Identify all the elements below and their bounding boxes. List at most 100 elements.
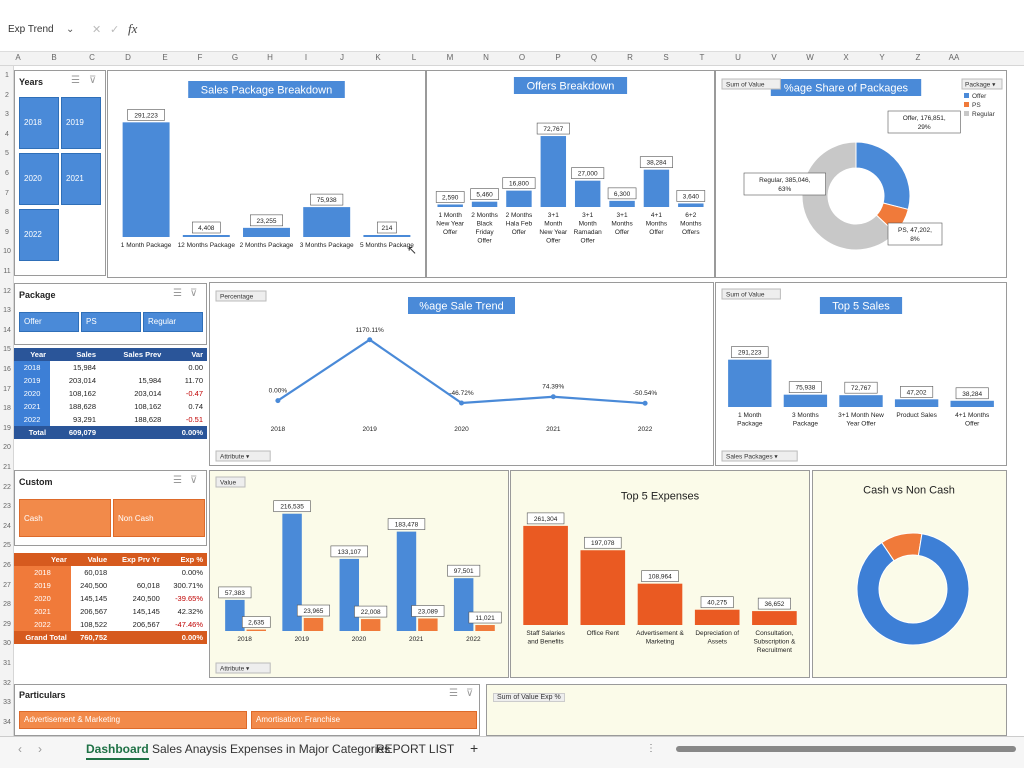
table-cell[interactable]: 108,522 [70,618,112,631]
horizontal-scrollbar[interactable] [676,746,1016,752]
column-header[interactable]: V [771,53,777,62]
table-cell[interactable]: 0.00 [165,361,207,374]
slicer-item-2022[interactable]: 2022 [19,209,59,261]
row-header[interactable]: 29 [3,620,11,628]
total-cell[interactable]: 609,079 [50,426,100,439]
table-cell[interactable] [100,361,166,374]
slicer-item-advertisement[interactable]: Advertisement & Marketing [19,711,247,729]
row-header[interactable]: 32 [3,679,11,687]
row-header[interactable]: 24 [3,522,11,530]
table-cell[interactable]: 60,018 [70,566,112,579]
table-cell[interactable]: 145,145 [70,592,112,605]
table-cell[interactable]: 11.70 [165,374,207,387]
table-cell[interactable]: 206,567 [111,618,164,631]
slicer-item-offer[interactable]: Offer [19,312,79,332]
table-cell[interactable]: -47.46% [163,618,207,631]
table-cell[interactable]: 2020 [14,592,71,605]
column-header[interactable]: Y [879,53,885,62]
table-cell[interactable]: -0.51 [165,413,207,426]
slicer-item-regular[interactable]: Regular [143,312,203,332]
multi-select-icon[interactable]: ☰ [71,75,80,86]
slicer-item-amortisation[interactable]: Amortisation: Franchise [251,711,477,729]
table-cell[interactable]: 2018 [14,566,71,579]
table-cell[interactable]: 2022 [14,618,71,631]
tab-sales-analysis[interactable]: Sales Anaysis [152,742,227,756]
row-header[interactable]: 5 [5,150,9,158]
enter-icon[interactable]: ✓ [110,24,120,36]
row-header[interactable]: 1 [5,72,9,79]
tab-dashboard[interactable]: Dashboard [86,742,149,760]
table-cell[interactable]: 15,984 [100,374,166,387]
column-header[interactable]: O [518,53,526,62]
tab-expenses-major-categories[interactable]: Expenses in Major Categories [230,742,391,756]
row-header[interactable]: 12 [3,287,11,295]
table-cell[interactable] [111,566,164,579]
row-header[interactable]: 9 [5,228,9,236]
row-header[interactable]: 11 [3,268,11,275]
column-header[interactable]: Q [590,53,598,62]
row-header[interactable]: 25 [3,542,11,550]
total-cell[interactable]: Grand Total [14,631,71,644]
name-box[interactable]: Exp Trend [8,24,54,35]
slicer-item-2020[interactable]: 2020 [19,153,59,205]
column-header[interactable]: U [735,53,741,62]
table-cell[interactable]: 2018 [14,361,51,374]
insert-function-icon[interactable]: fx [128,21,138,36]
row-header[interactable]: 14 [3,326,11,334]
row-header[interactable]: 26 [3,562,11,569]
clear-filter-icon[interactable]: ⊽ [190,475,198,486]
table-cell[interactable]: -39.65% [163,592,207,605]
column-header[interactable]: R [627,53,633,62]
total-cell[interactable] [111,631,164,644]
table-cell[interactable]: 0.74 [165,400,207,413]
table-cell[interactable]: 300.71% [163,579,207,592]
table-cell[interactable]: 240,500 [70,579,112,592]
column-header[interactable]: S [663,53,669,62]
row-header[interactable]: 7 [5,189,9,197]
column-header[interactable]: A [15,53,21,62]
tab-report-list[interactable]: REPORT LIST [376,742,455,756]
table-cell[interactable]: 2021 [14,605,71,618]
total-cell[interactable]: 0.00% [163,631,207,644]
column-header[interactable]: AA [948,53,960,62]
total-cell[interactable]: 760,752 [70,631,112,644]
table-cell[interactable]: 206,567 [70,605,112,618]
total-cell[interactable]: Total [14,426,51,439]
table-cell[interactable]: 42.32% [163,605,207,618]
column-header[interactable]: H [267,53,273,62]
row-header[interactable]: 31 [3,660,11,667]
table-cell[interactable]: 2020 [14,387,51,400]
table-cell[interactable]: -0.47 [165,387,207,400]
cancel-icon[interactable]: ✕ [92,24,102,36]
row-header[interactable]: 23 [3,503,11,511]
column-header[interactable]: T [699,53,705,62]
row-header[interactable]: 33 [3,699,11,707]
column-header[interactable]: M [446,53,454,62]
column-header[interactable]: X [843,53,849,62]
row-header[interactable]: 16 [3,366,11,373]
column-header[interactable]: C [89,53,95,62]
multi-select-icon[interactable]: ☰ [173,475,182,486]
row-header[interactable]: 10 [3,248,11,256]
column-header[interactable]: J [340,53,344,62]
column-header[interactable]: P [555,53,561,62]
column-header[interactable]: E [162,53,168,62]
slicer-item-2019[interactable]: 2019 [61,97,101,149]
table-cell[interactable]: 145,145 [111,605,164,618]
table-cell[interactable]: 203,014 [100,387,166,400]
table-cell[interactable]: 240,500 [111,592,164,605]
clear-filter-icon[interactable]: ⊽ [466,688,474,699]
table-cell[interactable]: 60,018 [111,579,164,592]
clear-filter-icon[interactable]: ⊽ [190,288,198,299]
tab-scroll-left-icon[interactable]: ‹ [18,742,22,756]
bottom-chart-field-pill[interactable]: Sum of Value Exp % [493,693,565,702]
row-header[interactable]: 22 [3,483,11,491]
column-header[interactable]: N [483,53,489,62]
table-cell[interactable]: 188,628 [100,413,166,426]
scrollbar-split-icon[interactable]: ⋮ [646,743,656,754]
column-header[interactable]: K [375,53,381,62]
tab-scroll-right-icon[interactable]: › [38,742,42,756]
column-header[interactable]: I [304,53,308,62]
slicer-item-2018[interactable]: 2018 [19,97,59,149]
row-header[interactable]: 3 [5,111,9,119]
